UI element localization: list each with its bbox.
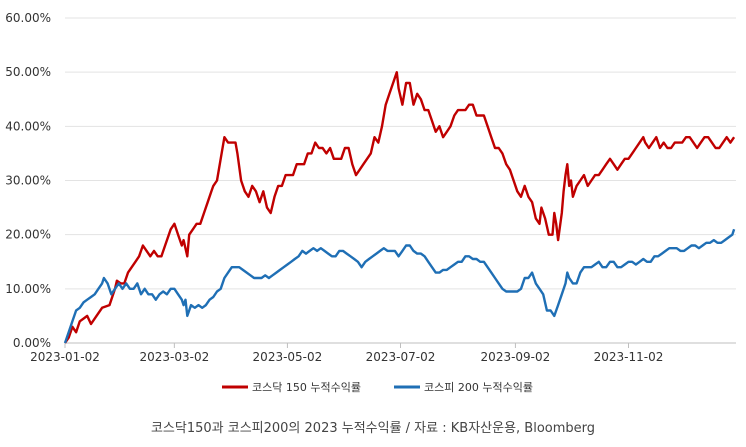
y-tick-label: 30.00% <box>5 174 51 188</box>
series-line-kosdaq150 <box>64 71 736 344</box>
x-tick-label: 2023-11-02 <box>594 350 664 364</box>
x-tick-label: 2023-05-02 <box>253 350 323 364</box>
x-tick-label: 2023-09-02 <box>481 350 551 364</box>
y-axis-ticks: 0.00% 10.00% 20.00% 30.00% 40.00% 50.00% 60.00… <box>5 11 51 350</box>
x-axis-ticks: 2023-01-02 2023-03-02 2023-05-02 2023-07-02… <box>30 343 663 364</box>
y-tick-label: 0.00% <box>13 336 51 350</box>
x-tick-label: 2023-01-02 <box>30 350 100 364</box>
series-line-kospi200 <box>63 228 736 344</box>
chart-caption: 코스닥150과 코스피200의 2023 누적수익률 / 자료 : KB자산운용… <box>150 421 596 436</box>
x-tick-label: 2023-07-02 <box>366 350 436 364</box>
y-tick-label: 50.00% <box>5 65 51 79</box>
y-tick-label: 60.00% <box>5 11 51 25</box>
legend: 코스닥 150 누적수익률 코스피 200 누적수익률 <box>222 381 533 394</box>
y-tick-label: 40.00% <box>5 119 51 133</box>
y-tick-label: 10.00% <box>5 282 51 296</box>
x-tick-label: 2023-03-02 <box>139 350 209 364</box>
legend-label: 코스닥 150 누적수익률 <box>252 381 361 394</box>
series-lines <box>63 71 736 344</box>
legend-label: 코스피 200 누적수익률 <box>424 381 533 394</box>
y-tick-label: 20.00% <box>5 228 51 242</box>
